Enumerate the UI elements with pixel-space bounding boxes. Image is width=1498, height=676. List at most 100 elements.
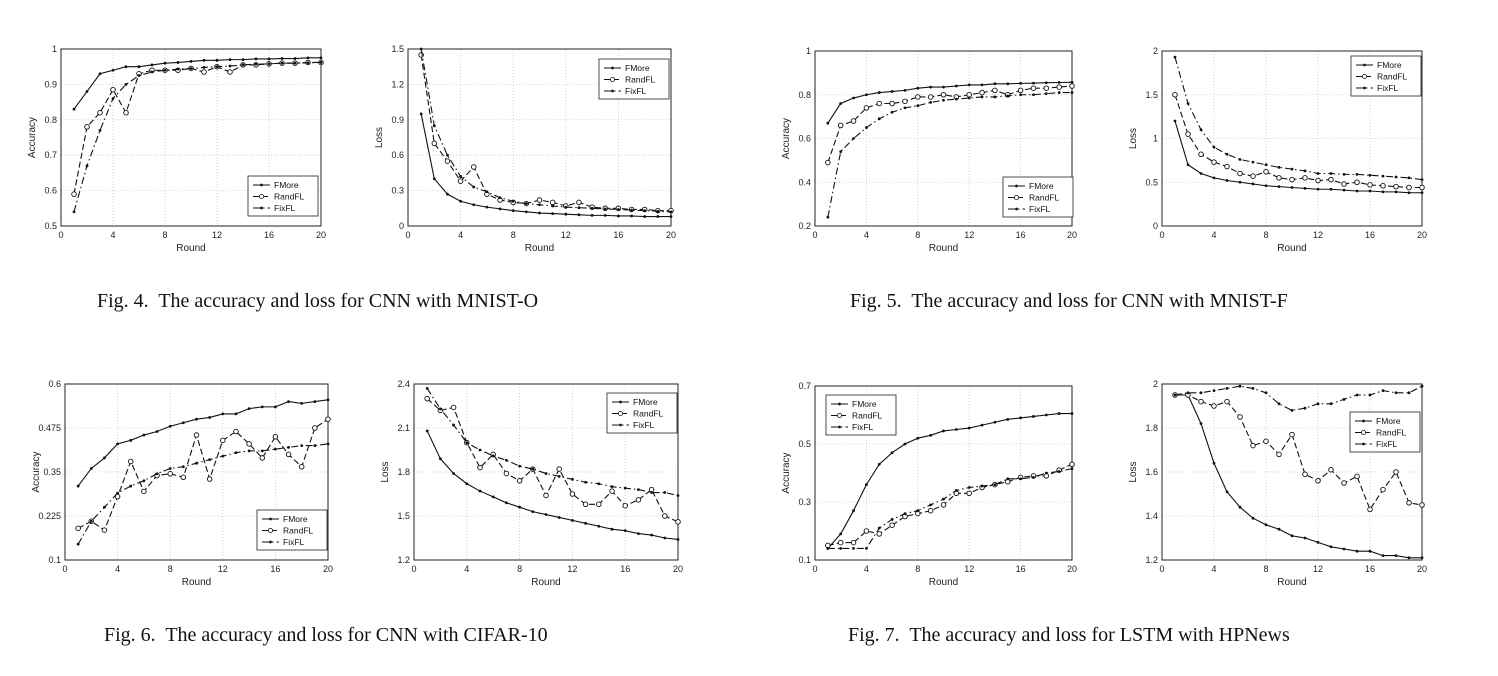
data-point-fixfl [993, 95, 997, 99]
data-point-fmore [168, 424, 172, 428]
data-point-fmore [524, 210, 528, 214]
x-tick-label: 4 [110, 230, 115, 240]
data-point-fixfl [1251, 387, 1255, 390]
data-point-fixfl [967, 486, 971, 489]
data-point-fmore [267, 57, 271, 61]
data-point-fmore [1057, 81, 1061, 84]
data-point-fmore [890, 451, 894, 455]
data-point-fmore [287, 400, 290, 403]
legend-marker [837, 412, 843, 418]
data-point-fixfl [571, 477, 574, 481]
series-line-randfl [1174, 94, 1422, 189]
y-tick-label: 1.8 [397, 467, 410, 477]
series-line-fixfl [827, 92, 1072, 218]
legend-label: FMore [1376, 416, 1401, 426]
legend-label: FMore [1029, 181, 1054, 191]
x-tick-label: 4 [1211, 564, 1216, 574]
series-line-fixfl [827, 468, 1073, 549]
data-point-fixfl [260, 449, 264, 453]
data-point-fmore [300, 401, 304, 405]
data-point-randfl [1289, 176, 1295, 183]
x-tick-label: 12 [567, 564, 577, 574]
data-point-fixfl [967, 96, 971, 100]
chart-1: 0 4 8 12 16 20 0.5 0.6 0.7 0.8 0.9 1 Round Accuracy FM… [27, 44, 326, 254]
data-point-randfl [889, 100, 895, 107]
data-point-randfl [325, 416, 331, 422]
data-point-randfl [312, 425, 318, 431]
data-point-fmore [1290, 534, 1294, 538]
x-tick-label: 8 [915, 230, 920, 240]
y-axis-label: Accuracy [31, 451, 42, 492]
data-point-randfl [123, 109, 129, 116]
data-point-fmore [643, 215, 647, 218]
data-point-fixfl [326, 442, 330, 446]
data-point-fmore [1316, 541, 1320, 544]
data-point-fixfl [839, 150, 843, 154]
plot-frame [407, 48, 672, 227]
data-point-fmore [865, 93, 868, 97]
data-point-fixfl [637, 488, 640, 491]
data-point-randfl [863, 528, 870, 534]
y-tick-label: 1.5 [391, 44, 404, 54]
data-point-randfl [927, 507, 934, 514]
y-tick-label: 0.3 [391, 186, 404, 196]
x-tick-label: 4 [115, 564, 120, 574]
data-point-fixfl [274, 447, 277, 451]
legend-marker [619, 400, 622, 404]
data-point-fmore [1032, 415, 1035, 418]
data-point-fmore [538, 211, 541, 215]
legend-label: RandFL [274, 192, 305, 202]
data-point-randfl [167, 471, 173, 477]
y-tick-label: 0.6 [48, 379, 61, 389]
data-point-fmore [571, 519, 574, 522]
data-point-fixfl [1006, 94, 1010, 98]
data-point-fmore [89, 467, 93, 470]
data-point-randfl [227, 69, 233, 75]
data-point-fmore [916, 436, 920, 440]
data-point-fixfl [98, 129, 102, 132]
data-point-randfl [1419, 184, 1425, 191]
data-point-fixfl [1199, 128, 1203, 132]
legend-label: FixFL [1377, 83, 1399, 93]
data-point-fmore [584, 521, 587, 525]
series-line-randfl [77, 418, 329, 531]
legend-label: FMore [852, 399, 877, 409]
data-point-fixfl [439, 407, 442, 411]
legend-label: FMore [1377, 60, 1402, 70]
data-point-fixfl [1019, 477, 1022, 481]
data-point-fmore [319, 56, 323, 60]
data-point-fixfl [1225, 152, 1229, 156]
legend-label: FixFL [625, 86, 647, 96]
data-point-randfl [582, 501, 589, 508]
series-line-fmore [827, 81, 1073, 124]
data-point-fixfl [459, 175, 462, 178]
data-point-fixfl [1199, 391, 1203, 395]
series-line-fmore [77, 399, 329, 487]
x-tick-label: 16 [620, 564, 630, 574]
x-tick-label: 16 [1365, 564, 1375, 574]
data-point-randfl [1289, 431, 1295, 438]
data-point-fixfl [215, 65, 219, 69]
data-point-fixfl [491, 454, 495, 458]
data-point-randfl [992, 87, 998, 94]
data-point-fixfl [524, 202, 528, 205]
data-point-fmore [465, 482, 469, 486]
data-point-randfl [110, 86, 116, 93]
legend-label: RandFL [1377, 72, 1408, 82]
y-tick-label: 1.2 [391, 79, 404, 89]
data-point-randfl [1224, 398, 1230, 405]
data-point-fmore [1277, 185, 1281, 189]
data-point-randfl [259, 455, 266, 461]
data-point-fixfl [916, 104, 920, 108]
x-tick-label: 0 [62, 564, 67, 574]
data-point-fixfl [663, 491, 667, 494]
data-point-fmore [163, 61, 167, 65]
y-tick-label: 0.475 [38, 423, 61, 433]
data-point-fmore [478, 489, 482, 493]
data-point-randfl [71, 191, 77, 197]
data-point-fixfl [597, 482, 601, 486]
data-point-fmore [1019, 416, 1022, 420]
data-point-fixfl [1264, 391, 1268, 395]
data-point-fixfl [1342, 172, 1346, 176]
y-tick-label: 0.8 [44, 115, 57, 125]
